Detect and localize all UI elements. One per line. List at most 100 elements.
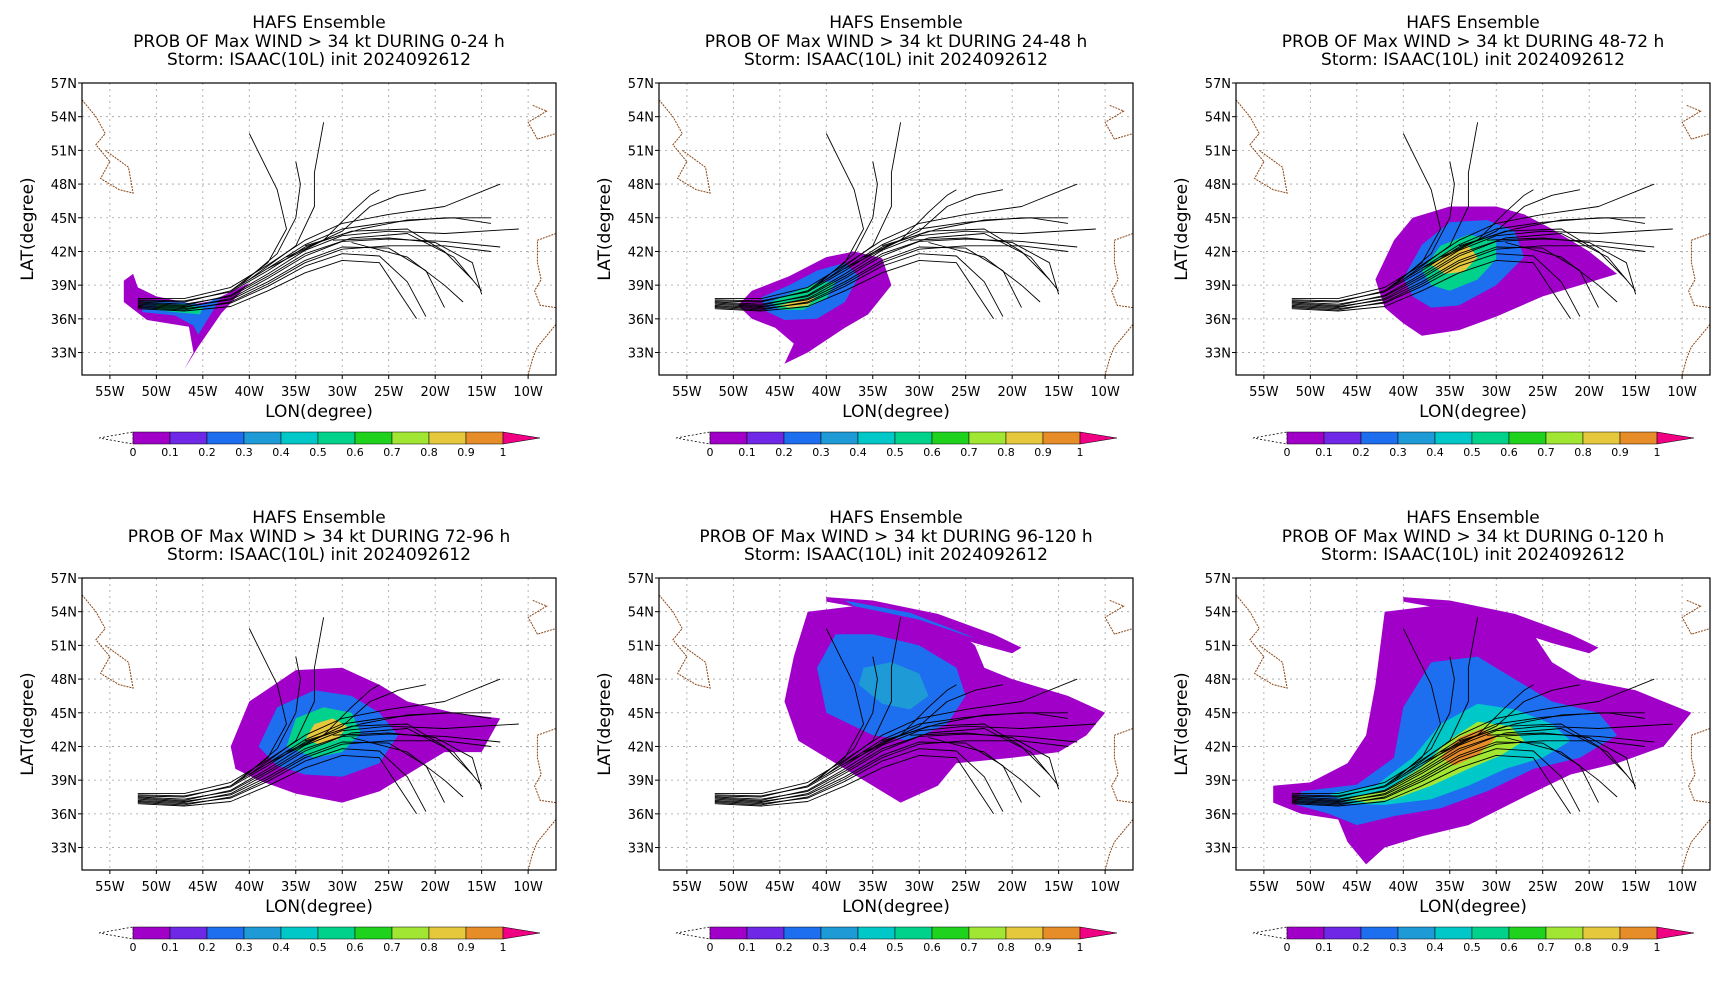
colorbar-swatch: [317, 926, 356, 940]
ensemble-track: [137, 754, 417, 815]
ireland-coast: [1681, 104, 1710, 140]
iberia-coast: [534, 233, 556, 309]
x-tick-label: 40W: [235, 880, 265, 895]
ensemble-track: [267, 189, 380, 269]
colorbar-over-arrow: [1656, 431, 1695, 445]
colorbar-label: 1: [500, 941, 507, 954]
colorbar-swatch: [1042, 926, 1081, 940]
colorbar-swatch: [169, 431, 208, 445]
x-tick-label: 25W: [951, 385, 981, 400]
colorbar-swatch: [1508, 431, 1547, 445]
chart-subtitle: PROB OF Max WIND > 34 kt DURING 96-120 h: [699, 527, 1092, 547]
ensemble-track: [137, 238, 501, 309]
colorbar-swatch: [1471, 431, 1510, 445]
y-tick-label: 51N: [1205, 144, 1231, 159]
colorbar-swatch: [354, 431, 393, 445]
colorbar-swatch: [783, 926, 822, 940]
ensemble-track: [249, 122, 325, 280]
x-tick-label: 25W: [1528, 385, 1558, 400]
colorbar-swatch: [132, 926, 171, 940]
colorbar: 0 0.1 0.2 0.3 0.4 0.5 0.6 0.7 0.8 0.9 1: [1252, 926, 1695, 954]
x-tick-label: 40W: [235, 385, 265, 400]
x-tick-label: 10W: [513, 385, 543, 400]
y-tick-label: 42N: [628, 245, 654, 260]
colorbar-label: 0.9: [457, 446, 475, 459]
storm-label: Storm: ISAAC(10L) init 2024092612: [1321, 545, 1625, 565]
x-tick-label: 55W: [1249, 385, 1279, 400]
colorbar-label: 0.3: [235, 941, 253, 954]
x-tick-label: 50W: [1296, 385, 1326, 400]
y-tick-label: 45N: [51, 212, 77, 227]
y-tick-label: 48N: [1205, 673, 1231, 688]
colorbar-swatch: [465, 926, 504, 940]
plot-frame: [81, 82, 557, 376]
y-tick-label: 57N: [628, 77, 654, 92]
plot-frame: [1235, 82, 1711, 376]
x-axis-label: LON(degree): [265, 897, 373, 917]
y-tick-label: 51N: [51, 144, 77, 159]
chart-title: HAFS Ensemble: [829, 508, 962, 528]
chart-title: HAFS Ensemble: [829, 13, 962, 33]
colorbar-label: 0.5: [1463, 446, 1481, 459]
colorbar-swatch: [206, 431, 245, 445]
ensemble-track: [137, 678, 501, 795]
colorbar-swatch: [931, 431, 970, 445]
chart-title: HAFS Ensemble: [1406, 13, 1539, 33]
colorbar-label: 0.3: [1389, 941, 1407, 954]
colorbar-label: 0.7: [960, 446, 978, 459]
y-tick-label: 54N: [628, 111, 654, 126]
colorbar-label: 0.6: [346, 446, 364, 459]
storm-label: Storm: ISAAC(10L) init 2024092612: [744, 50, 1048, 70]
x-tick-label: 50W: [142, 385, 172, 400]
ensemble-track: [1458, 712, 1645, 742]
plot-content: [1236, 83, 1710, 375]
ensemble-track: [826, 617, 902, 775]
ensemble-track: [714, 740, 1068, 806]
ensemble-tracks: [1291, 617, 1673, 815]
colorbar-swatch: [1286, 431, 1325, 445]
colorbar-swatch: [1582, 431, 1621, 445]
chart-subtitle: PROB OF Max WIND > 34 kt DURING 48-72 h: [1282, 32, 1664, 52]
ensemble-track: [267, 684, 380, 764]
plot-content: [1236, 578, 1710, 870]
colorbar-label: 0.7: [383, 446, 401, 459]
x-tick-label: 35W: [858, 385, 888, 400]
ensemble-track: [1291, 678, 1655, 795]
plot-content: [82, 578, 556, 870]
y-tick-label: 54N: [51, 606, 77, 621]
colorbar-swatch: [132, 431, 171, 445]
colorbar-under-arrow: [1252, 431, 1288, 445]
colorbar-over-arrow: [1079, 431, 1118, 445]
colorbar-label: 0.3: [812, 446, 830, 459]
y-tick-label: 33N: [628, 347, 654, 362]
colorbar-swatch: [820, 431, 859, 445]
colorbar-label: 0.1: [1315, 446, 1333, 459]
colorbar-swatch: [391, 926, 430, 940]
x-tick-label: 55W: [672, 880, 702, 895]
x-tick-label: 15W: [1044, 385, 1074, 400]
colorbar-label: 0.2: [1352, 941, 1370, 954]
x-tick-label: 40W: [812, 880, 842, 895]
y-axis-label: LAT(degree): [18, 672, 38, 775]
x-tick-label: 15W: [1621, 385, 1651, 400]
ensemble-track: [1421, 684, 1534, 764]
x-axis-label: LON(degree): [842, 897, 950, 917]
plot-frame: [81, 577, 557, 871]
colorbar-label: 0.9: [457, 941, 475, 954]
chart-panel: HAFS Ensemble PROB OF Max WIND > 34 kt DU…: [1154, 495, 1731, 990]
ensemble-tracks: [137, 617, 519, 815]
ensemble-track: [881, 217, 1068, 247]
colorbar-label: 0.6: [346, 941, 364, 954]
colorbar-swatch: [1508, 926, 1547, 940]
ensemble-track: [1291, 740, 1645, 806]
colorbar-swatch: [317, 431, 356, 445]
x-tick-label: 15W: [1044, 880, 1074, 895]
ireland-coast: [1104, 599, 1133, 635]
y-tick-label: 54N: [628, 606, 654, 621]
y-tick-label: 33N: [51, 842, 77, 857]
ensemble-track: [909, 732, 1060, 790]
ensemble-tracks: [1291, 122, 1673, 320]
colorbar-label: 0: [130, 941, 137, 954]
colorbar-swatch: [783, 431, 822, 445]
